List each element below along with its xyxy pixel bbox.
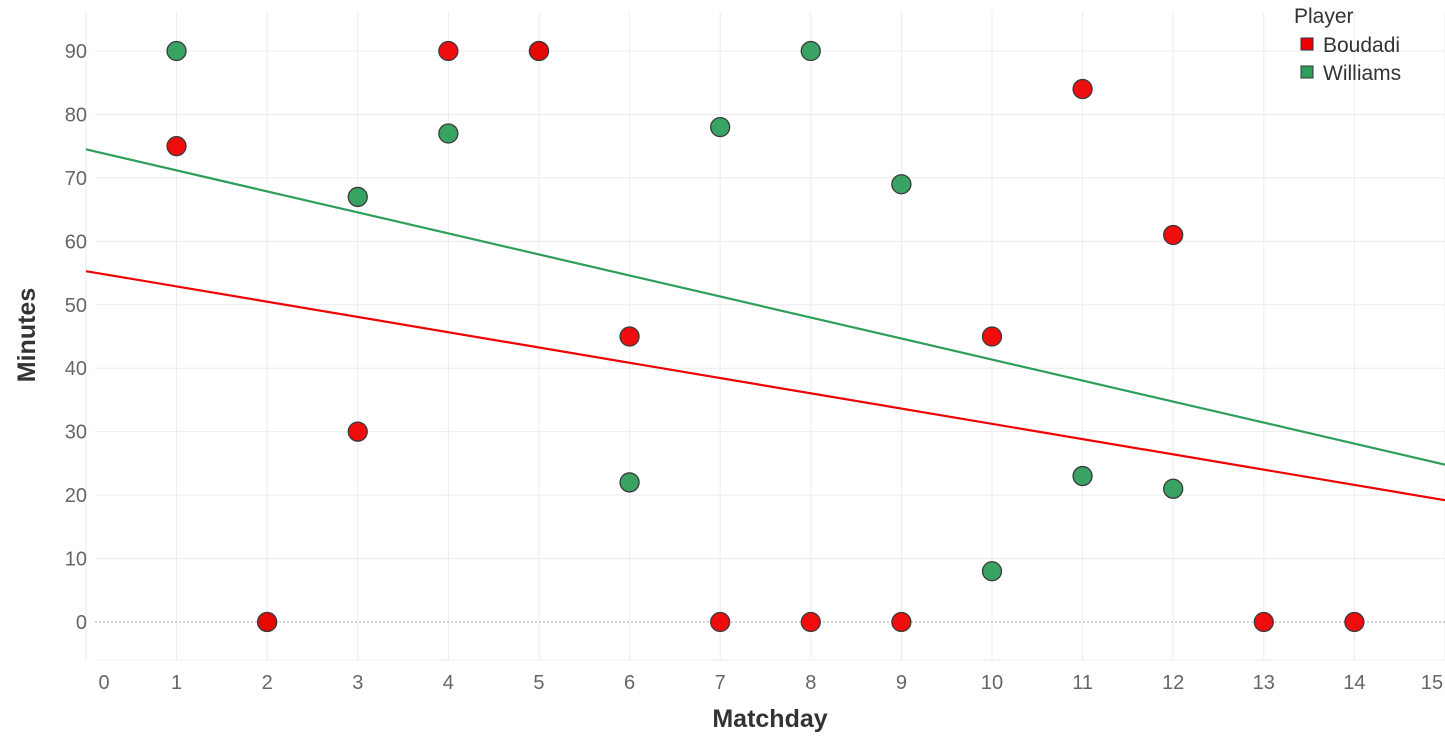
y-tick-label: 50 xyxy=(65,295,87,317)
x-tick-label: 13 xyxy=(1253,672,1275,694)
x-tick-label: 6 xyxy=(624,672,635,694)
point-boudadi xyxy=(347,421,368,442)
x-axis-title: Matchday xyxy=(712,705,827,733)
x-tick-label: 0 xyxy=(98,672,109,694)
y-axis-ticks: 0 10 20 30 40 50 60 70 80 90 xyxy=(65,41,87,634)
point-williams xyxy=(891,174,912,195)
point-boudadi xyxy=(1344,611,1365,633)
point-williams xyxy=(710,116,731,138)
point-boudadi xyxy=(1163,224,1184,246)
point-williams xyxy=(1163,478,1184,499)
point-boudadi xyxy=(438,40,459,62)
x-tick-label: 14 xyxy=(1343,672,1365,694)
point-boudadi xyxy=(1072,78,1093,100)
trend-line-boudadi xyxy=(85,270,1445,502)
x-tick-label: 3 xyxy=(352,672,363,694)
point-williams xyxy=(1072,465,1093,487)
x-tick-label: 8 xyxy=(805,672,816,694)
y-tick-label: 10 xyxy=(65,549,87,571)
y-axis-title: Minutes xyxy=(13,288,41,382)
x-tick-label: 11 xyxy=(1072,672,1093,694)
point-boudadi xyxy=(256,611,278,633)
point-boudadi xyxy=(1253,611,1274,633)
point-williams xyxy=(347,186,368,208)
x-tick-label: 7 xyxy=(715,672,726,694)
x-tick-label: 2 xyxy=(262,672,273,694)
x-axis-ticks: 0 1 2 3 4 5 6 7 8 9 10 11 12 13 14 15 xyxy=(98,672,1443,694)
legend-title: Player xyxy=(1294,5,1354,28)
x-tick-label: 12 xyxy=(1162,672,1184,694)
x-tick-label: 4 xyxy=(443,672,454,694)
legend: Player Boudadi Williams xyxy=(1294,5,1401,85)
legend-swatch-boudadi xyxy=(1300,37,1314,51)
y-tick-label: 0 xyxy=(76,612,87,634)
grid xyxy=(85,12,1445,661)
point-boudadi xyxy=(528,40,550,62)
trend-line-williams xyxy=(85,148,1445,466)
y-tick-label: 80 xyxy=(65,104,87,126)
point-boudadi xyxy=(710,611,731,633)
legend-label-williams: Williams xyxy=(1323,62,1401,85)
point-boudadi xyxy=(981,326,1003,347)
point-boudadi xyxy=(166,136,187,157)
point-williams xyxy=(619,472,640,493)
point-boudadi xyxy=(619,326,640,347)
x-tick-label: 1 xyxy=(171,672,182,694)
point-williams xyxy=(981,561,1003,582)
y-tick-label: 60 xyxy=(65,231,87,253)
y-tick-label: 90 xyxy=(65,41,87,63)
legend-swatch-williams xyxy=(1300,65,1314,79)
point-williams xyxy=(800,40,821,62)
point-williams xyxy=(166,40,187,62)
y-tick-label: 20 xyxy=(65,485,87,507)
x-tick-label: 9 xyxy=(896,672,907,694)
trend-lines xyxy=(85,148,1445,502)
point-boudadi xyxy=(891,611,912,633)
point-boudadi xyxy=(800,611,821,633)
x-tick-label: 5 xyxy=(533,672,544,694)
x-tick-label: 10 xyxy=(981,672,1003,694)
y-tick-label: 70 xyxy=(65,168,87,190)
y-tick-label: 30 xyxy=(65,422,87,444)
legend-label-boudadi: Boudadi xyxy=(1323,34,1400,57)
data-points xyxy=(166,40,1365,633)
x-tick-label: 15 xyxy=(1421,672,1443,694)
point-williams xyxy=(438,123,459,144)
y-tick-label: 40 xyxy=(65,358,87,380)
